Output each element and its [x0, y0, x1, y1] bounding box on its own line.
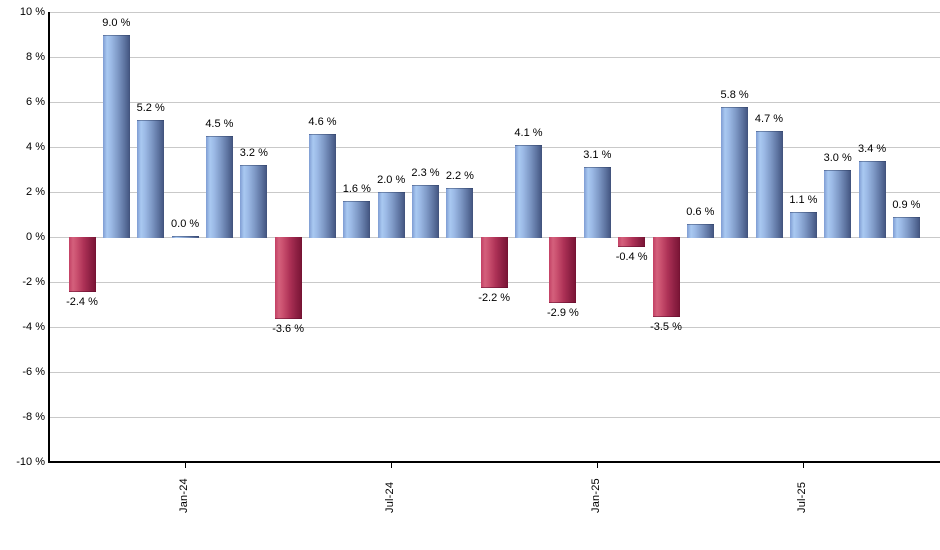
bar-Oct-24 — [480, 237, 508, 288]
bar-Mar-24 — [240, 165, 268, 238]
bar-value-label: 0.9 % — [892, 198, 921, 211]
y-tick-label: 10 % — [19, 5, 45, 18]
y-tick-label: 2 % — [26, 185, 45, 198]
bar-Feb-24 — [205, 135, 233, 239]
x-tick-label-Jul-24: Jul-24 — [384, 481, 397, 513]
gridline--4pct — [49, 327, 940, 328]
x-tick-label-Jan-24: Jan-24 — [178, 478, 191, 513]
bar-Aug-25 — [824, 169, 852, 238]
y-tick-label: -2 % — [22, 275, 45, 288]
bar-value-label: 4.1 % — [514, 126, 543, 139]
bar-value-label: 0.0 % — [171, 217, 200, 230]
bar-value-label: 0.6 % — [686, 205, 715, 218]
bar-value-label: -2.9 % — [546, 307, 579, 320]
bar-value-label: 2.3 % — [411, 167, 440, 180]
bar-Feb-25 — [618, 237, 646, 247]
bar-value-label: 5.8 % — [720, 88, 749, 101]
y-tick-label: 0 % — [26, 230, 45, 243]
x-tick-label-Jul-25: Jul-25 — [796, 481, 809, 513]
bar-Apr-25 — [686, 223, 714, 238]
y-tick-label: 8 % — [26, 50, 45, 63]
bar-value-label: -2.4 % — [66, 296, 98, 308]
bar-value-label: 2.0 % — [377, 174, 406, 186]
bar-Nov-23 — [102, 34, 130, 238]
bar-May-24 — [309, 133, 336, 238]
bar-Jun-25 — [755, 131, 783, 239]
bar-Nov-24 — [515, 144, 542, 238]
bar-value-label: 3.2 % — [239, 147, 268, 159]
x-tick-mark-Jul-25 — [803, 463, 805, 468]
x-tick-label-Jan-25: Jan-25 — [590, 478, 603, 513]
bar-value-label: 4.5 % — [205, 117, 234, 130]
bar-value-label: 4.7 % — [754, 113, 784, 126]
gridline-4pct — [49, 147, 940, 148]
bar-Sep-25 — [858, 160, 886, 238]
x-tick-mark-Jan-25 — [597, 463, 599, 468]
y-tick-label: 4 % — [26, 140, 45, 153]
y-tick-label: 6 % — [26, 95, 45, 108]
bar-Jun-24 — [343, 201, 371, 238]
bar-value-label: 1.6 % — [342, 183, 371, 195]
bar-value-label: -0.4 % — [615, 251, 648, 263]
bar-value-label: 3.1 % — [583, 149, 612, 162]
bar-value-label: -2.2 % — [478, 291, 511, 304]
bar-value-label: 3.0 % — [823, 151, 852, 164]
bar-value-label: 4.6 % — [308, 115, 337, 128]
gridline-10pct — [49, 12, 940, 13]
bar-value-label: -3.5 % — [650, 320, 682, 333]
bar-Sep-24 — [446, 187, 474, 238]
y-tick-label: -4 % — [22, 320, 45, 333]
gridline-2pct — [49, 192, 940, 193]
x-axis-line — [48, 461, 940, 463]
gridline-8pct — [49, 57, 940, 58]
bar-Dec-24 — [549, 237, 577, 304]
bar-Jul-25 — [789, 212, 817, 239]
bar-value-label: 2.2 % — [445, 169, 474, 182]
bar-Mar-25 — [652, 237, 680, 317]
bar-value-label: 1.1 % — [789, 194, 818, 207]
gridline--6pct — [49, 372, 940, 373]
bar-Aug-24 — [412, 185, 439, 238]
bar-May-25 — [721, 106, 749, 238]
x-tick-mark-Jan-24 — [185, 463, 187, 468]
bar-Oct-25 — [892, 216, 920, 239]
bar-value-label: -3.6 % — [272, 323, 304, 335]
bar-value-label: 5.2 % — [136, 102, 165, 114]
gridline-6pct — [49, 102, 940, 103]
bar-Dec-23 — [137, 120, 165, 238]
bar-Jan-25 — [583, 167, 611, 239]
bar-value-label: 3.4 % — [858, 142, 887, 155]
y-tick-label: -6 % — [22, 365, 45, 378]
bar-Oct-23 — [68, 237, 96, 292]
bar-Apr-24 — [274, 237, 302, 319]
y-tick-label: -10 % — [16, 455, 45, 468]
y-tick-label: -8 % — [22, 410, 45, 423]
bar-Jul-24 — [377, 192, 405, 238]
gridline--8pct — [49, 417, 940, 418]
x-tick-mark-Jul-24 — [391, 463, 393, 468]
y-axis-line — [48, 12, 50, 462]
bar-value-label: 9.0 % — [102, 16, 131, 29]
bar-Jan-24 — [171, 235, 199, 238]
